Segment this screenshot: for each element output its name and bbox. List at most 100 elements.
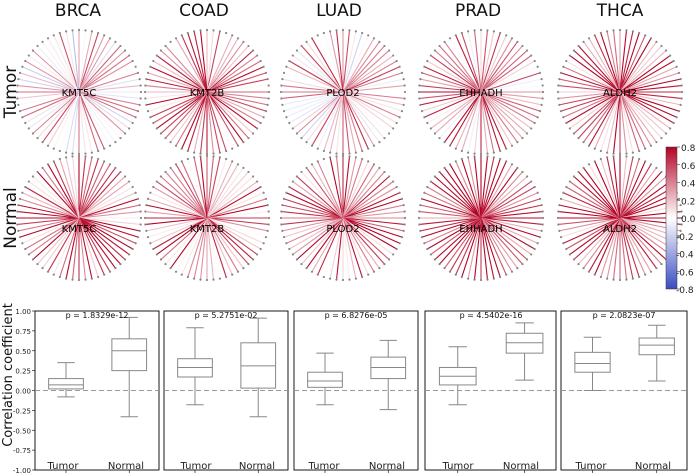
network-node	[131, 121, 134, 125]
network-node	[473, 29, 476, 32]
network-edge	[606, 217, 621, 279]
network-node	[242, 141, 245, 144]
network-edge	[206, 217, 261, 250]
network-edge	[342, 210, 405, 219]
network-node	[138, 78, 141, 81]
x-tick-normal-brca: Normal	[108, 461, 144, 472]
network-tumor-brca	[15, 28, 143, 156]
network-node	[128, 180, 131, 183]
network-node	[423, 191, 426, 194]
network-edge	[480, 30, 489, 93]
network-node	[149, 191, 152, 194]
network-node	[558, 78, 561, 81]
network-edge	[181, 161, 208, 219]
network-node	[84, 155, 87, 158]
x-tick-normal-thca: Normal	[635, 461, 671, 472]
network-node	[536, 65, 539, 68]
network-edge	[619, 161, 646, 219]
network-edge	[461, 158, 482, 219]
network-edge	[619, 66, 677, 93]
network-node	[199, 278, 202, 281]
boxplot-y-axis-label: Correlation coefficient	[1, 303, 16, 447]
network-edge	[560, 217, 621, 238]
network-node	[499, 157, 502, 161]
network-edge	[78, 91, 140, 106]
boxplot-panel-thca	[560, 310, 688, 473]
network-node	[136, 110, 140, 113]
network-node	[199, 152, 202, 155]
network-edge	[19, 91, 80, 112]
network-node	[97, 275, 100, 279]
network-edge	[71, 30, 80, 93]
gene-label-tumor-thca: ALDH2	[603, 88, 637, 99]
network-edge	[619, 217, 671, 255]
network-edge	[282, 217, 344, 232]
network-node	[291, 180, 294, 183]
network-edge	[311, 217, 344, 272]
network-edge	[193, 157, 208, 219]
network-edge	[160, 176, 208, 219]
network-edge	[329, 31, 344, 93]
network-edge	[342, 192, 400, 219]
network-edge	[281, 84, 344, 93]
network-node	[134, 191, 137, 194]
network-edge	[78, 91, 111, 146]
colorbar-tick-label: 0.4	[681, 180, 696, 190]
network-node	[505, 273, 508, 276]
network-tumor-luad	[279, 28, 407, 156]
network-node	[164, 170, 167, 174]
network-edge	[480, 217, 543, 226]
network-node	[119, 44, 122, 48]
network-node	[136, 71, 140, 74]
network-node	[505, 34, 508, 37]
network-node	[146, 110, 150, 113]
network-edge	[78, 217, 126, 260]
network-node	[281, 204, 284, 207]
network-node	[536, 242, 539, 245]
network-node	[310, 144, 314, 147]
network-edge	[342, 217, 363, 278]
network-edge	[606, 31, 621, 93]
column-title-luad: LUAD	[316, 1, 362, 21]
network-node	[533, 59, 536, 63]
network-node	[300, 170, 303, 174]
network-edge	[619, 45, 662, 93]
network-node	[460, 149, 463, 153]
network-node	[267, 210, 270, 213]
network-edge	[563, 217, 621, 244]
network-node	[279, 90, 283, 94]
network-node	[423, 116, 426, 119]
network-edge	[78, 91, 93, 153]
network-edge	[206, 91, 267, 112]
network-node	[467, 156, 470, 159]
network-edge	[206, 45, 249, 93]
network-node	[134, 242, 137, 245]
network-edge	[600, 217, 621, 278]
network-node	[322, 149, 325, 153]
network-edge	[206, 158, 227, 219]
network-edge	[619, 41, 657, 93]
network-edge	[434, 217, 482, 260]
network-node	[193, 156, 196, 159]
network-edge	[206, 181, 258, 219]
network-edge	[78, 91, 136, 118]
network-node	[218, 151, 221, 154]
network-node	[577, 44, 580, 48]
network-node	[454, 34, 457, 37]
network-node	[295, 132, 299, 135]
network-node	[568, 127, 571, 130]
network-node	[114, 267, 117, 270]
gene-label-tumor-brca: KMT5C	[62, 88, 97, 99]
network-node	[262, 116, 265, 119]
network-node	[329, 151, 332, 154]
network-node	[660, 136, 663, 140]
network-node	[558, 103, 561, 106]
network-node	[540, 204, 543, 207]
network-node	[492, 156, 495, 159]
network-edge	[619, 91, 646, 149]
network-node	[236, 144, 240, 147]
network-node	[205, 28, 209, 32]
network-edge	[292, 217, 344, 255]
gene-label-normal-coad: KMT2B	[190, 224, 225, 235]
network-edge	[573, 50, 621, 93]
